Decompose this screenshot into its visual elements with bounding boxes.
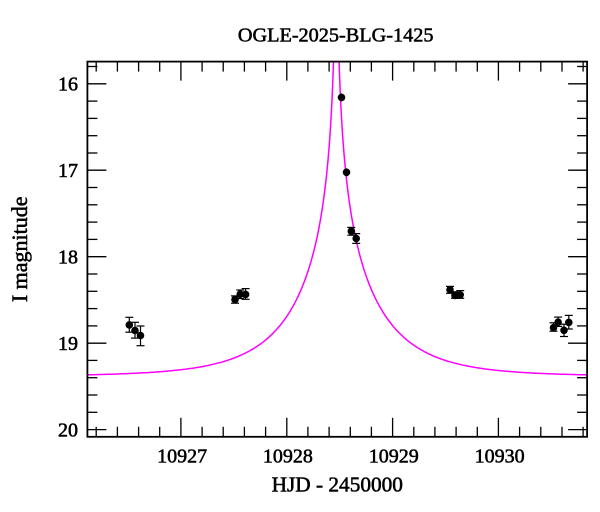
svg-text:16: 16 — [58, 74, 78, 96]
svg-text:10927: 10927 — [157, 446, 207, 468]
svg-text:10928: 10928 — [263, 446, 313, 468]
svg-text:OGLE-2025-BLG-1425: OGLE-2025-BLG-1425 — [238, 25, 434, 47]
svg-text:20: 20 — [58, 420, 78, 442]
svg-text:I magnitude: I magnitude — [7, 196, 32, 302]
svg-text:10930: 10930 — [475, 446, 525, 468]
svg-text:10929: 10929 — [369, 446, 419, 468]
svg-text:HJD - 2450000: HJD - 2450000 — [272, 473, 403, 497]
svg-text:17: 17 — [58, 160, 78, 182]
svg-text:19: 19 — [58, 333, 78, 355]
svg-text:18: 18 — [58, 247, 78, 269]
